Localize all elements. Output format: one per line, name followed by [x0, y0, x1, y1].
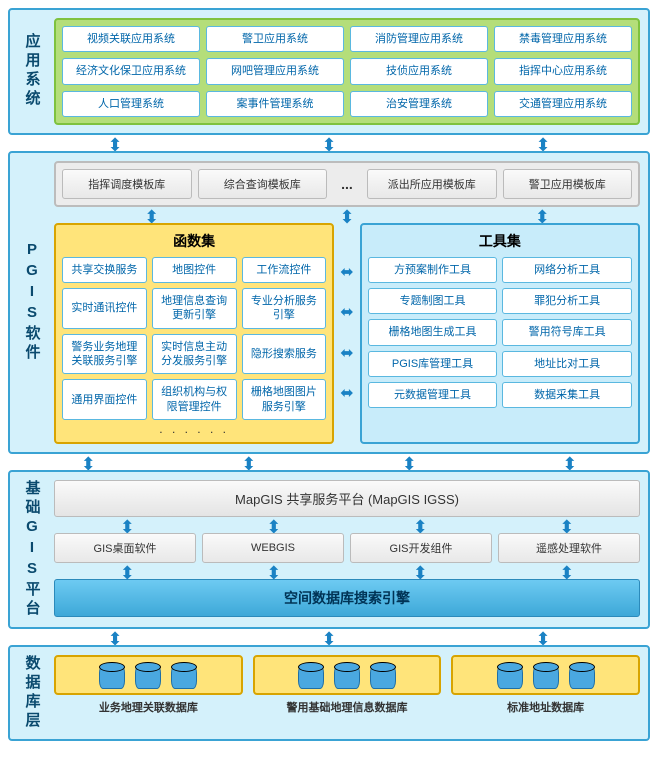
cylinder-icon [497, 665, 523, 689]
cylinder-icon [171, 665, 197, 689]
func-box: 地理信息查询更新引擎 [152, 288, 237, 329]
arrow-horizontal: ⬌ [340, 266, 353, 280]
layer-pgis: PGIS软件指挥调度模板库综合查询模板库...派出所应用模板库警卫应用模板库⬍⬍… [8, 151, 650, 454]
arrow-vertical: ⬍ [266, 567, 281, 581]
func-panel: 函数集共享交换服务地图控件工作流控件实时通讯控件地理信息查询更新引擎专业分析服务… [54, 223, 334, 444]
app-box: 消防管理应用系统 [350, 26, 488, 52]
app-box: 治安管理系统 [350, 91, 488, 117]
software-box: WEBGIS [202, 533, 344, 563]
db-label: 标准地址数据库 [451, 699, 640, 715]
app-box: 案事件管理系统 [206, 91, 344, 117]
tool-box: 警用符号库工具 [502, 319, 632, 345]
tool-box: 方预案制作工具 [368, 257, 498, 283]
func-box: 工作流控件 [242, 257, 327, 283]
app-box: 警卫应用系统 [206, 26, 344, 52]
arrow-horizontal: ⬌ [340, 347, 353, 361]
tool-panel: 工具集方预案制作工具网络分析工具专题制图工具罪犯分析工具栅格地图生成工具警用符号… [360, 223, 640, 444]
db-item: 业务地理关联数据库 [54, 655, 243, 715]
app-box: 禁毒管理应用系统 [494, 26, 632, 52]
func-box: 警务业务地理关联服务引擎 [62, 334, 147, 375]
db-item: 警用基础地理信息数据库 [253, 655, 442, 715]
func-box: 实时信息主动分发服务引擎 [152, 334, 237, 375]
arrow-vertical: ⬍ [559, 567, 574, 581]
layer-label-db: 数据库层 [18, 655, 46, 731]
func-box: 栅格地图图片服务引擎 [242, 379, 327, 420]
cylinder-icon [135, 665, 161, 689]
layer-label-pgis: PGIS软件 [18, 161, 46, 444]
engine-bar: 空间数据库搜索引擎 [54, 579, 640, 617]
arrow-horizontal: ⬌ [340, 306, 353, 320]
layer-app: 应用系统视频关联应用系统警卫应用系统消防管理应用系统禁毒管理应用系统经济文化保卫… [8, 8, 650, 135]
func-title: 函数集 [62, 231, 326, 251]
app-box: 指挥中心应用系统 [494, 58, 632, 84]
arrow-horizontal: ⬌ [340, 387, 353, 401]
func-box: 隐形搜索服务 [242, 334, 327, 375]
app-box: 交通管理应用系统 [494, 91, 632, 117]
template-box: 警卫应用模板库 [503, 169, 633, 199]
tool-box: 网络分析工具 [502, 257, 632, 283]
cylinder-icon [298, 665, 324, 689]
db-label: 业务地理关联数据库 [54, 699, 243, 715]
func-box: 通用界面控件 [62, 379, 147, 420]
tool-box: 专题制图工具 [368, 288, 498, 314]
tool-box: 元数据管理工具 [368, 382, 498, 408]
cylinder-icon [569, 665, 595, 689]
layer-label-base: 基础GIS平台 [18, 480, 46, 619]
template-box: 指挥调度模板库 [62, 169, 192, 199]
cylinder-icon [370, 665, 396, 689]
tool-box: PGIS库管理工具 [368, 351, 498, 377]
template-box: 综合查询模板库 [198, 169, 328, 199]
db-item: 标准地址数据库 [451, 655, 640, 715]
tool-box: 数据采集工具 [502, 382, 632, 408]
tool-box: 地址比对工具 [502, 351, 632, 377]
func-box: 组织机构与权限管理控件 [152, 379, 237, 420]
tool-box: 罪犯分析工具 [502, 288, 632, 314]
db-label: 警用基础地理信息数据库 [253, 699, 442, 715]
software-box: GIS开发组件 [350, 533, 492, 563]
func-box: 共享交换服务 [62, 257, 147, 283]
db-shelf [451, 655, 640, 695]
func-box: 实时通讯控件 [62, 288, 147, 329]
template-box: 派出所应用模板库 [367, 169, 497, 199]
db-shelf [54, 655, 243, 695]
func-box: 专业分析服务引擎 [242, 288, 327, 329]
software-box: 遥感处理软件 [498, 533, 640, 563]
layer-base: 基础GIS平台 MapGIS 共享服务平台 (MapGIS IGSS) ⬍ ⬍ ⬍ ⬍ GI… [8, 470, 650, 629]
arrow-vertical: ⬍ [120, 567, 135, 581]
app-box: 技侦应用系统 [350, 58, 488, 84]
app-box: 视频关联应用系统 [62, 26, 200, 52]
template-panel: 指挥调度模板库综合查询模板库...派出所应用模板库警卫应用模板库 [54, 161, 640, 207]
db-shelf [253, 655, 442, 695]
ellipsis: ... [333, 169, 361, 199]
app-box: 网吧管理应用系统 [206, 58, 344, 84]
cylinder-icon [334, 665, 360, 689]
func-box: 地图控件 [152, 257, 237, 283]
tool-box: 栅格地图生成工具 [368, 319, 498, 345]
app-box: 人口管理系统 [62, 91, 200, 117]
app-box: 经济文化保卫应用系统 [62, 58, 200, 84]
layer-label-app: 应用系统 [18, 18, 46, 125]
dots: . . . . . . [62, 422, 326, 436]
cylinder-icon [533, 665, 559, 689]
cylinder-icon [99, 665, 125, 689]
arrow-vertical: ⬍ [413, 567, 428, 581]
software-box: GIS桌面软件 [54, 533, 196, 563]
layer-db: 数据库层业务地理关联数据库警用基础地理信息数据库标准地址数据库 [8, 645, 650, 741]
tool-title: 工具集 [368, 231, 632, 251]
platform-bar: MapGIS 共享服务平台 (MapGIS IGSS) [54, 480, 640, 517]
app-panel: 视频关联应用系统警卫应用系统消防管理应用系统禁毒管理应用系统经济文化保卫应用系统… [54, 18, 640, 125]
